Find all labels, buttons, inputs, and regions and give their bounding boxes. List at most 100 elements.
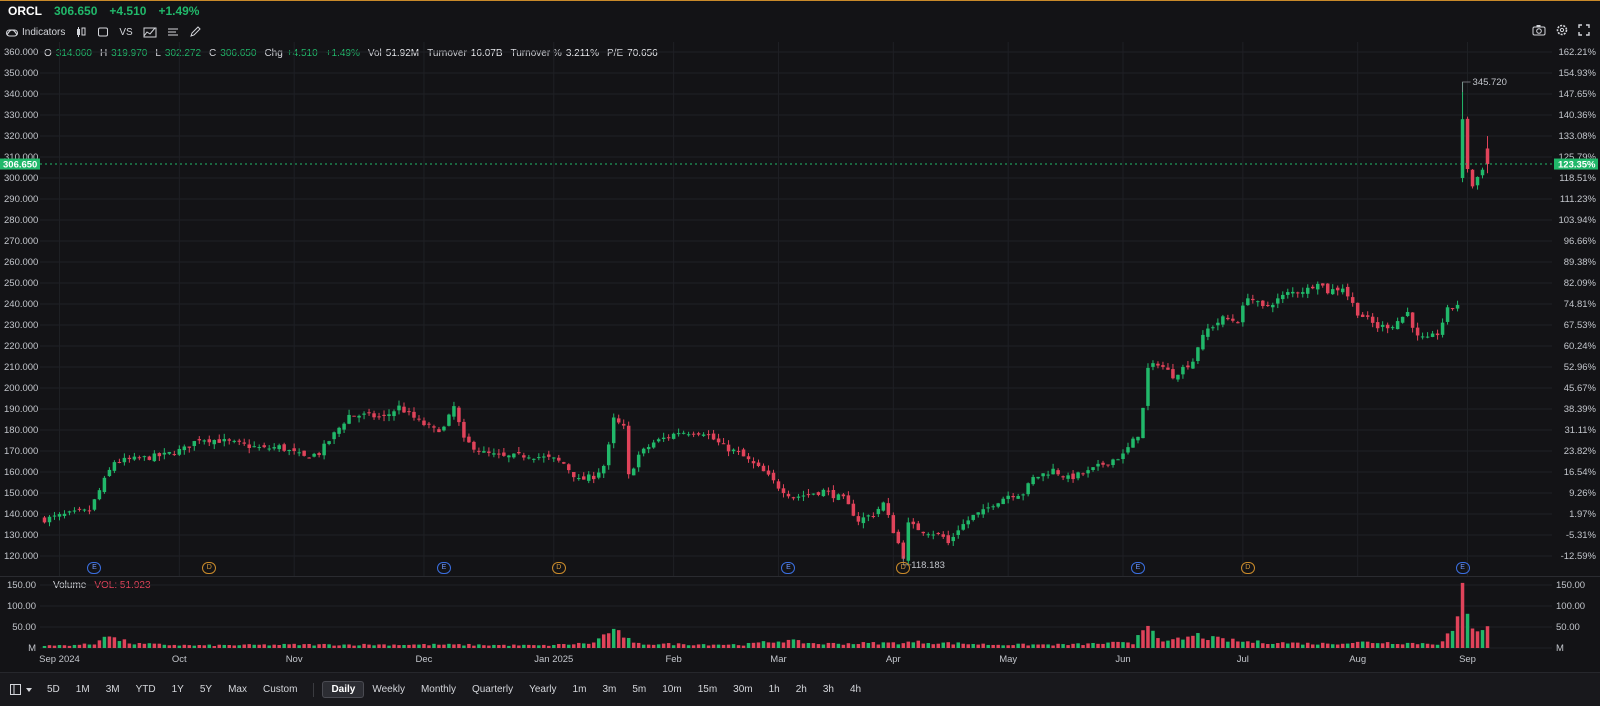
- volume-bar: [132, 644, 137, 648]
- volume-bar: [676, 643, 681, 648]
- range-1m[interactable]: 1M: [75, 684, 90, 695]
- volume-bar: [1460, 582, 1465, 648]
- interval-daily[interactable]: Daily: [322, 681, 365, 698]
- interval-10m[interactable]: 10m: [662, 684, 682, 695]
- candle-body: [1096, 463, 1100, 467]
- interval-5m[interactable]: 5m: [632, 684, 647, 695]
- compare-button[interactable]: VS: [119, 27, 132, 38]
- x-tick-label: Oct: [172, 654, 187, 665]
- fullscreen-icon[interactable]: [1578, 24, 1590, 36]
- dividend-event-marker[interactable]: D: [896, 562, 911, 574]
- price-axis-left: 360.000 350.000 340.000 330.000 320.000 310.0…: [4, 47, 38, 562]
- candle-body: [691, 433, 696, 435]
- candle-body: [1291, 291, 1295, 294]
- volume-tick-right: 150.00: [1556, 580, 1585, 591]
- price-tick-label: 340.000: [4, 89, 38, 100]
- volume-bar: [347, 644, 351, 648]
- earnings-event-marker[interactable]: E: [87, 562, 102, 574]
- camera-icon[interactable]: [1532, 24, 1546, 36]
- candle-body: [856, 516, 861, 522]
- candle-body: [871, 516, 876, 518]
- volume-bar: [1485, 626, 1490, 648]
- range-1y[interactable]: 1Y: [171, 684, 184, 695]
- interval-4h[interactable]: 4h: [849, 684, 862, 695]
- range-5y[interactable]: 5Y: [199, 684, 213, 695]
- volume-bar: [981, 643, 985, 648]
- indicators-button[interactable]: Indicators: [6, 27, 65, 38]
- interval-2h[interactable]: 2h: [795, 684, 807, 695]
- candle-body: [317, 453, 321, 455]
- pct-tick-label: 147.65%: [1558, 89, 1596, 100]
- volume-bar: [382, 644, 386, 648]
- volume-tick-right: M: [1556, 643, 1564, 654]
- volume-bar: [1111, 641, 1115, 648]
- candle-body: [946, 535, 950, 544]
- interval-1m[interactable]: 1m: [572, 684, 587, 695]
- chart-style-button[interactable]: [143, 26, 157, 38]
- candle-body: [741, 449, 746, 457]
- interval-3m[interactable]: 3m: [602, 684, 617, 695]
- volume-bar: [991, 644, 995, 648]
- candle-type-button[interactable]: [75, 26, 87, 38]
- earnings-event-marker[interactable]: E: [436, 562, 451, 574]
- range-custom[interactable]: Custom: [262, 684, 298, 695]
- price-chart[interactable]: 360.000 350.000 340.000 330.000 320.000 310.0…: [0, 42, 1600, 576]
- volume-bar: [1325, 643, 1330, 648]
- interval-15m[interactable]: 15m: [697, 684, 718, 695]
- range-3m[interactable]: 3M: [105, 684, 120, 695]
- volume-bar: [57, 645, 62, 648]
- interval-yearly[interactable]: Yearly: [529, 684, 557, 695]
- interval-30m[interactable]: 30m: [733, 684, 753, 695]
- range-max[interactable]: Max: [228, 684, 247, 695]
- earnings-event-marker[interactable]: E: [1455, 562, 1470, 574]
- volume-bar: [467, 643, 471, 648]
- candle-body: [841, 494, 846, 497]
- volume-bar: [527, 644, 531, 648]
- candle-body: [906, 522, 911, 561]
- volume-bar: [1221, 638, 1225, 648]
- candle-body: [606, 444, 611, 466]
- earnings-event-marker[interactable]: E: [1130, 562, 1145, 574]
- volume-bar: [1181, 639, 1185, 648]
- interval-3h[interactable]: 3h: [822, 684, 834, 695]
- dividend-event-marker[interactable]: D: [1240, 562, 1255, 574]
- volume-bar: [946, 642, 950, 648]
- pct-tick-label: 140.36%: [1558, 110, 1596, 121]
- layout-toggle[interactable]: [0, 684, 39, 695]
- list-button[interactable]: [167, 26, 179, 38]
- candle-body: [122, 457, 127, 463]
- candle-body: [601, 465, 606, 474]
- price-tick-label: 140.000: [4, 509, 38, 520]
- candle-body: [1365, 315, 1370, 317]
- price-tag-left: 306.650: [0, 158, 40, 171]
- candle-body: [1301, 292, 1305, 294]
- volume-bar: [1081, 645, 1085, 648]
- draw-button[interactable]: [189, 26, 201, 38]
- dividend-event-marker[interactable]: D: [202, 562, 217, 574]
- volume-bar: [422, 644, 426, 648]
- volume-bar: [1430, 644, 1435, 648]
- interval-quarterly[interactable]: Quarterly: [471, 684, 514, 695]
- earnings-event-marker[interactable]: E: [781, 562, 796, 574]
- interval-weekly[interactable]: Weekly: [372, 684, 405, 695]
- settings-icon[interactable]: [1556, 24, 1568, 36]
- candle-body: [901, 542, 906, 559]
- volume-bar: [212, 646, 217, 648]
- candle-body: [232, 440, 236, 442]
- range-ytd[interactable]: YTD: [135, 684, 156, 695]
- pe-label: P/E: [607, 48, 624, 59]
- ticker-symbol[interactable]: ORCL: [8, 4, 42, 18]
- interval-monthly[interactable]: Monthly: [420, 684, 456, 695]
- interval-buttons: Daily Weekly Monthly Quarterly Yearly 1m 3m 5m 1…: [322, 681, 869, 698]
- range-5d[interactable]: 5D: [47, 684, 60, 695]
- candle-body: [761, 465, 766, 472]
- volume-chart[interactable]: 150.00 100.00 50.00 M 150.00 100.00 50.00 M Se…: [0, 576, 1600, 672]
- candle-body: [1375, 322, 1380, 329]
- interval-1h[interactable]: 1h: [768, 684, 780, 695]
- candle-body: [72, 510, 77, 512]
- candle-body: [472, 441, 476, 450]
- dividend-event-marker[interactable]: D: [551, 562, 566, 574]
- layout-button[interactable]: [97, 26, 109, 38]
- candle-body: [537, 457, 541, 459]
- volume-bar: [626, 637, 631, 648]
